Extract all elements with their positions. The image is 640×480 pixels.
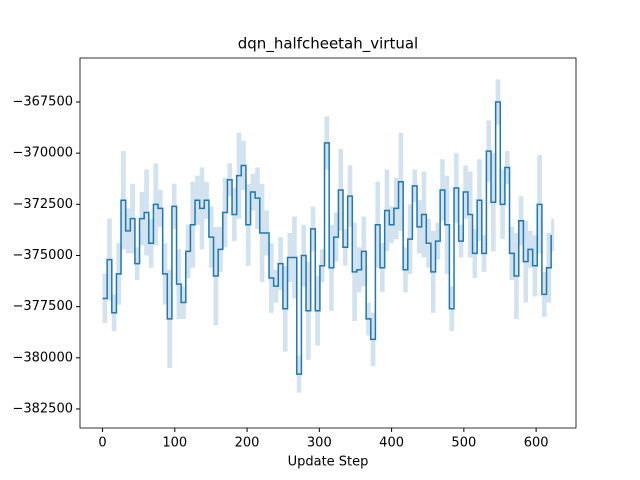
y-tick-label: −380000: [12, 350, 73, 365]
y-tick-label: −382500: [12, 401, 73, 416]
y-tick-label: −377500: [12, 299, 73, 314]
x-axis-label: Update Step: [288, 455, 369, 470]
x-tick-label: 200: [235, 436, 260, 451]
y-tick-label: −375000: [12, 248, 73, 263]
error-band: [551, 218, 555, 252]
y-tick-label: −372500: [12, 197, 73, 212]
x-tick-label: 100: [162, 436, 187, 451]
x-tick-label: 600: [524, 436, 549, 451]
x-tick-label: 400: [379, 436, 404, 451]
plot-frame: [79, 57, 577, 429]
x-tick-label: 300: [307, 436, 332, 451]
y-tick-label: −370000: [12, 146, 73, 161]
y-tick-label: −367500: [12, 94, 73, 109]
x-tick-label: 0: [98, 436, 106, 451]
step-line: [102, 101, 552, 375]
chart-title: dqn_halfcheetah_virtual: [238, 35, 418, 54]
x-tick-label: 500: [451, 436, 476, 451]
